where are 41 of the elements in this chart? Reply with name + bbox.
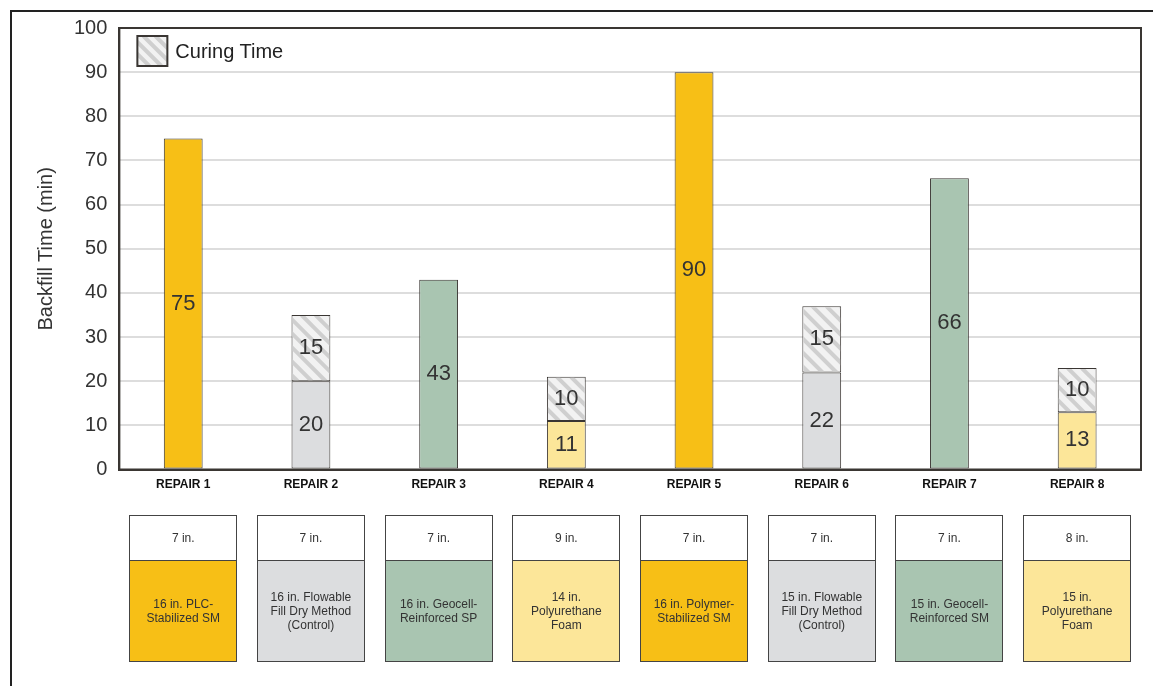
y-tick-label: 60 — [85, 192, 108, 215]
data-label: 75 — [170, 289, 196, 315]
y-tick-label: 90 — [85, 59, 108, 82]
data-label: 22 — [809, 406, 834, 432]
y-tick-label: 10 — [85, 412, 108, 435]
y-tick-label: 0 — [96, 457, 108, 480]
y-tick-label: 50 — [85, 236, 108, 259]
x-tick-label: REPAIR 7 — [922, 477, 977, 492]
data-label: 10 — [1064, 376, 1090, 402]
x-tick-label: REPAIR 5 — [666, 477, 722, 492]
y-tick-label: 70 — [85, 148, 108, 170]
legend-label: Curing Time — [175, 39, 284, 62]
y-tick-label: 40 — [85, 280, 108, 303]
data-label: 20 — [298, 411, 324, 436]
caption-card: 7 in. 16 in. Flowable Fill Dry Method (Control) — [256, 515, 365, 662]
x-tick-label: REPAIR 6 — [794, 477, 850, 492]
x-tick-label: REPAIR 3 — [411, 477, 467, 492]
caption-card: 7 in. 16 in. Geocell-Reinforced SP — [384, 515, 493, 662]
data-label: 11 — [554, 430, 578, 456]
data-label: 13 — [1064, 426, 1090, 452]
y-axis-title: Backfill Time (min) — [33, 167, 56, 331]
data-label: 43 — [426, 360, 451, 386]
x-tick-label: REPAIR 4 — [539, 477, 594, 492]
caption-card: 7 in. 16 in. PLC-Stabilized SM — [129, 515, 238, 662]
x-tick-label: REPAIR 2 — [283, 477, 339, 492]
y-tick-label: 30 — [85, 324, 108, 347]
caption-card: 8 in. 15 in. Polyurethane Foam — [1023, 515, 1132, 662]
y-tick-label: 80 — [85, 103, 108, 126]
data-label: 15 — [809, 325, 834, 351]
x-tick-label: REPAIR 8 — [1049, 477, 1105, 492]
caption-card: 9 in. 14 in. Polyurethane Foam — [512, 515, 621, 662]
caption-card: 7 in. 15 in. Geocell-Reinforced SM — [895, 515, 1004, 662]
y-tick-label: 100 — [73, 15, 108, 38]
caption-card: 7 in. 15 in. Flowable Fill Dry Method (Control) — [767, 515, 876, 662]
data-label: 10 — [554, 385, 579, 411]
data-label: 15 — [298, 334, 324, 360]
x-tick-label: REPAIR 1 — [155, 477, 211, 492]
data-label: 66 — [937, 309, 962, 335]
caption-card: 7 in. 16 in. Polymer-Stabilized SM — [640, 515, 749, 662]
data-label: 90 — [681, 256, 707, 282]
y-tick-label: 20 — [85, 368, 108, 391]
